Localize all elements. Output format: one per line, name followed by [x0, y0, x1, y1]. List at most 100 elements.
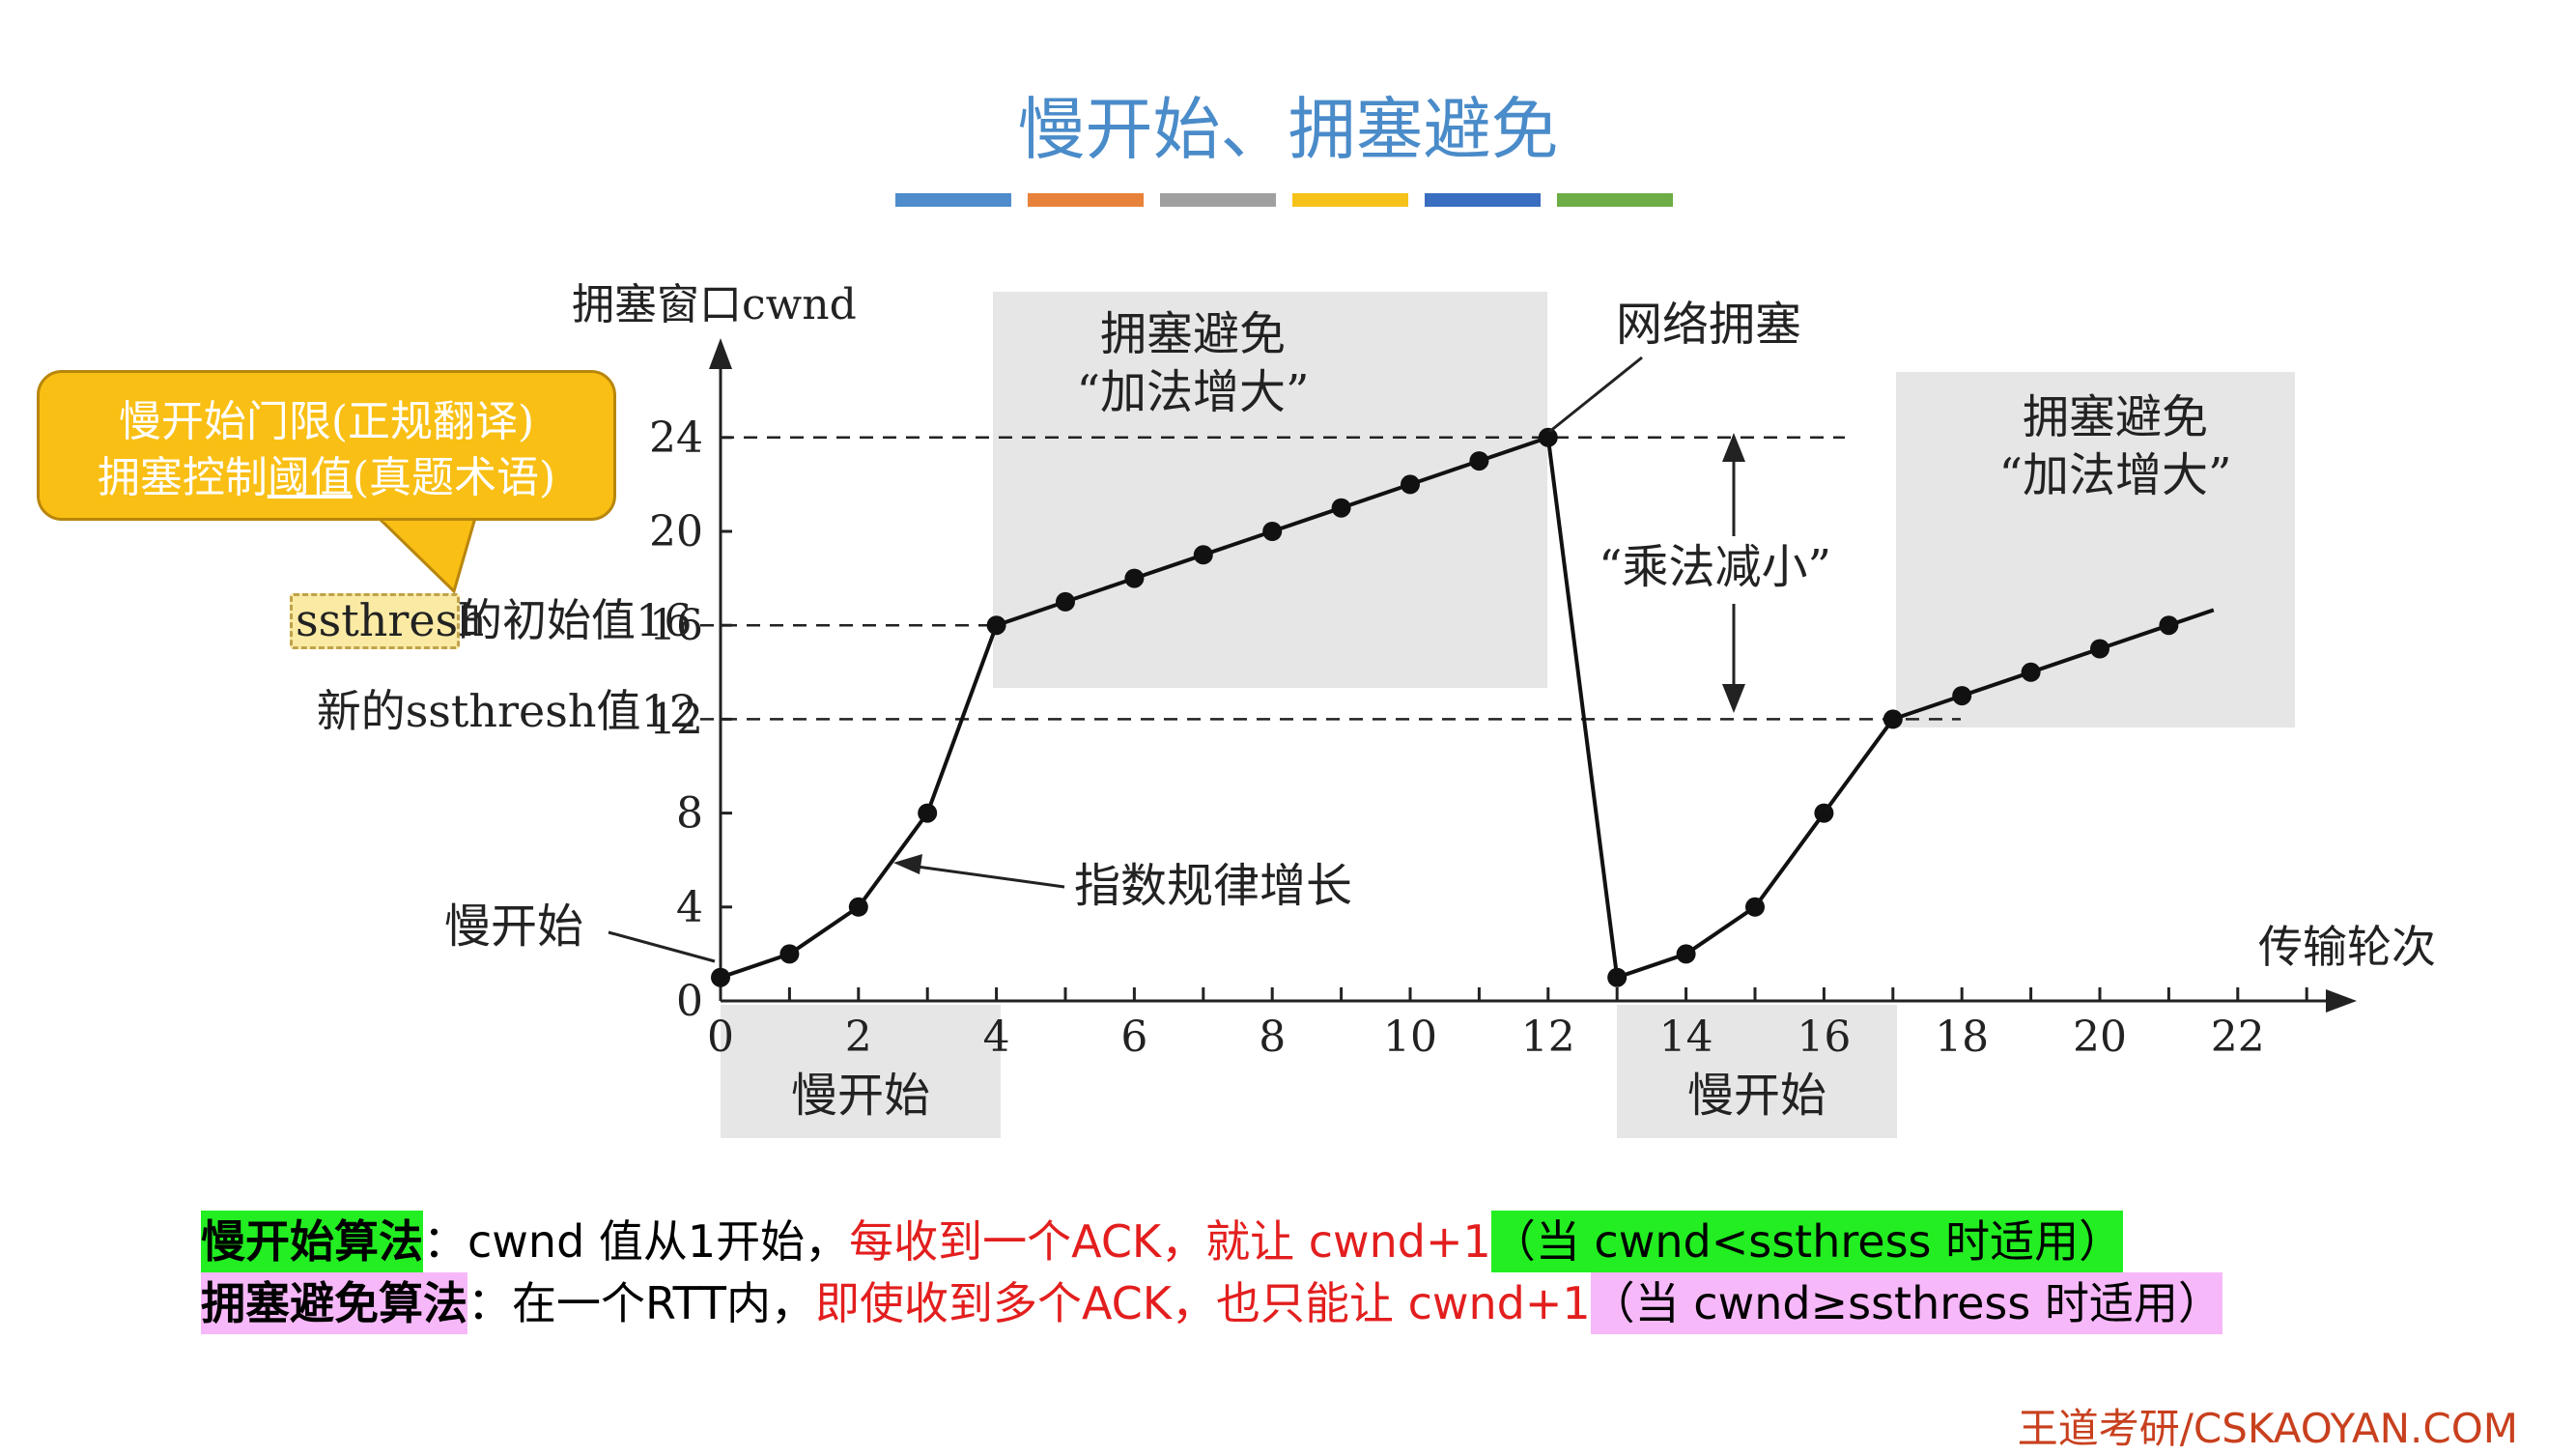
y-tick-label-16: 16: [649, 601, 703, 650]
ssthresh-word: ssthresh: [296, 594, 483, 646]
ss-box1-label: 慢开始: [791, 1069, 930, 1123]
y-tick-label-20: 20: [649, 507, 703, 556]
ssthresh-word-svg: ssthresh: [296, 594, 483, 646]
color-bar-1: [895, 193, 1011, 207]
md-arrowhead-down: [1722, 684, 1745, 713]
slow-start-pointer: [608, 930, 716, 963]
x-tick-label-20: 20: [2073, 1013, 2127, 1062]
ca-region-2: [1896, 372, 2295, 728]
congestion-avoidance-line: 拥塞避免算法：在一个RTT内，即使收到多个ACK，也只能让 cwnd+1（当 c…: [201, 1272, 2222, 1334]
cwnd-point-1: [779, 944, 800, 964]
slow-start-algorithm-line: 慢开始算法：cwnd 值从1开始，每收到一个ACK，就让 cwnd+1（当 cw…: [201, 1211, 2124, 1272]
x-tick-label-0: 0: [707, 1013, 734, 1062]
slow-start-desc: ：cwnd 值从1开始，: [423, 1215, 850, 1268]
cwnd-point-11: [1469, 451, 1489, 471]
y-tick-label-12: 12: [649, 695, 703, 744]
color-bar-6: [1557, 193, 1673, 207]
congestion-label: 网络拥塞: [1616, 298, 1801, 352]
cwnd-point-17: [1882, 709, 1903, 729]
slow-start-rule: 每收到一个ACK，就让 cwnd+1: [849, 1215, 1491, 1268]
ss-region-1: [721, 1005, 1001, 1138]
cwnd-point-10: [1401, 474, 1420, 495]
callout-tail: [375, 516, 477, 594]
x-axis-arrowhead: [2326, 989, 2357, 1013]
x-tick-label-18: 18: [1935, 1013, 1989, 1062]
ss-box2-label: 慢开始: [1687, 1069, 1826, 1123]
cwnd-point-3: [918, 803, 938, 823]
y-tick-label-8: 8: [676, 789, 703, 839]
cwnd-point-14: [1676, 944, 1696, 964]
callout-line2-pre: 拥塞控制: [97, 453, 268, 502]
new-ssthresh-label: 新的ssthresh值12: [317, 685, 697, 737]
cwnd-point-9: [1331, 498, 1351, 518]
ss-region-2: [1617, 1005, 1897, 1138]
cwnd-point-7: [1193, 545, 1213, 565]
callout-underlined: 阈值: [267, 453, 353, 502]
ssthresh-init-rest: 的初始值16: [458, 594, 693, 646]
x-tick-label-8: 8: [1259, 1013, 1286, 1062]
cwnd-point-19: [2021, 662, 2041, 682]
color-bar-3: [1160, 193, 1276, 207]
y-tick-label-4: 4: [676, 883, 703, 932]
x-tick-label-14: 14: [1659, 1013, 1713, 1062]
x-tick-label-6: 6: [1120, 1013, 1147, 1062]
footer-brand: 王道考研/CSKAOYAN.COM: [2017, 1405, 2518, 1452]
cwnd-series: [711, 427, 2215, 987]
callout-line2-post: (真题术语): [352, 453, 556, 502]
x-axis-label: 传输轮次: [2258, 921, 2436, 973]
threshold-lines: [700, 436, 1961, 721]
exponential-label: 指数规律增长: [1074, 859, 1352, 913]
y-axis-label: 拥塞窗口cwnd: [572, 280, 857, 329]
x-tick-label-16: 16: [1797, 1013, 1851, 1062]
cwnd-point-13: [1607, 967, 1628, 987]
ca1-label-line2: “加法增大”: [1076, 365, 1309, 419]
y-tick-label-0: 0: [676, 977, 703, 1026]
y-axis-arrowhead: [709, 338, 732, 369]
slow-start-left-label: 慢开始: [444, 899, 583, 954]
page-title: 慢开始、拥塞避免: [1017, 90, 1559, 169]
callout-line1: 慢开始门限(正规翻译): [118, 397, 535, 446]
callout-line2: 拥塞控制阈值(真题术语): [40, 450, 613, 506]
cwnd-point-5: [1056, 591, 1075, 612]
axes: [709, 338, 2357, 1013]
cwnd-point-16: [1814, 803, 1834, 823]
slow-start-condition: （当 cwnd<ssthress 时适用）: [1490, 1211, 2124, 1272]
x-tick-label-2: 2: [845, 1013, 872, 1062]
cwnd-point-4: [986, 615, 1006, 636]
cwnd-point-0: [711, 967, 730, 987]
cwnd-point-2: [848, 897, 868, 917]
cwnd-point-6: [1124, 568, 1145, 588]
ca-region-1: [993, 292, 1547, 688]
congestion-avoidance-label: 拥塞避免算法: [201, 1272, 467, 1334]
x-tick-label-22: 22: [2211, 1013, 2265, 1062]
ssthresh-highlight: [290, 593, 460, 649]
color-bar-2: [1028, 193, 1144, 207]
exponential-arrowhead: [893, 854, 922, 874]
threshold-callout: 慢开始门限(正规翻译) 拥塞控制阈值(真题术语): [37, 370, 616, 521]
ca1-label-line1: 拥塞避免: [1100, 307, 1286, 361]
x-tick-label-4: 4: [983, 1013, 1010, 1062]
cwnd-point-15: [1745, 897, 1765, 917]
exponential-pointer: [902, 863, 1065, 889]
ca2-label-line2: “加法增大”: [1998, 448, 2231, 502]
cwnd-point-20: [2090, 639, 2109, 659]
color-bar-5: [1425, 193, 1541, 207]
x-tick-label-10: 10: [1383, 1013, 1437, 1062]
congestion-avoidance-rule: 即使收到多个ACK，也只能让 cwnd+1: [815, 1277, 1591, 1329]
multiplicative-decrease-label: “乘法减小”: [1599, 540, 1831, 594]
cwnd-point-12: [1538, 427, 1558, 447]
congestion-avoidance-desc: ：在一个RTT内，: [467, 1277, 816, 1329]
cwnd-point-18: [1952, 686, 1972, 706]
y-tick-label-24: 24: [649, 414, 703, 463]
congestion-avoidance-condition: （当 cwnd≥ssthress 时适用）: [1590, 1272, 2222, 1334]
slow-start-algorithm-label: 慢开始算法: [201, 1211, 423, 1272]
cwnd-point-8: [1262, 522, 1283, 541]
congestion-pointer: [1548, 356, 1643, 434]
cwnd-point-21: [2159, 615, 2179, 636]
md-arrowhead-up: [1722, 433, 1745, 462]
x-tick-label-12: 12: [1521, 1013, 1575, 1062]
ca2-label-line1: 拥塞避免: [2023, 390, 2208, 444]
